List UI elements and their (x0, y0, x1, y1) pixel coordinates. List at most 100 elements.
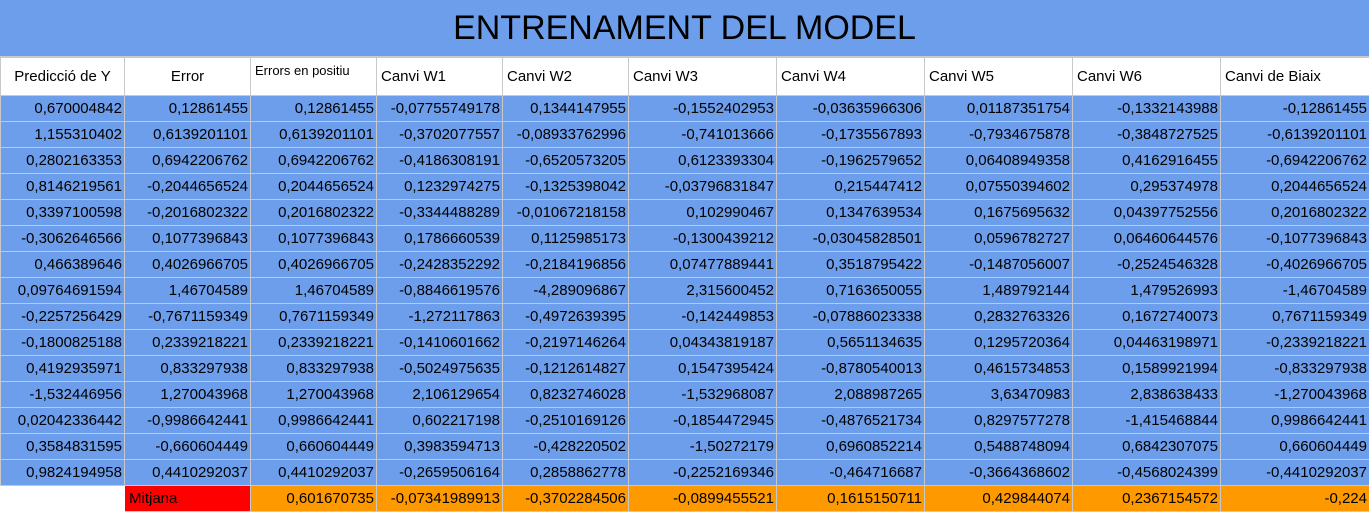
header-cell-prediccio[interactable]: Predicció de Y (0, 57, 125, 96)
cell-errors-positiu[interactable]: 0,6942206762 (250, 147, 377, 174)
cell-errors-positiu[interactable]: 0,6139201101 (250, 121, 377, 148)
cell-canvi-biaix[interactable]: 0,9986642441 (1220, 407, 1369, 434)
cell-canvi-w6[interactable]: 0,04463198971 (1072, 329, 1221, 356)
cell-canvi-w6[interactable]: 0,295374978 (1072, 173, 1221, 200)
cell-canvi-w5[interactable]: 0,1295720364 (924, 329, 1073, 356)
cell-canvi-w3[interactable]: 0,07477889441 (628, 251, 777, 278)
cell-errors-positiu[interactable]: 0,1077396843 (250, 225, 377, 252)
cell-errors-positiu[interactable]: 0,4410292037 (250, 459, 377, 486)
average-cell-canvi-w4[interactable]: 0,1615150711 (776, 485, 925, 512)
cell-canvi-w6[interactable]: -1,415468844 (1072, 407, 1221, 434)
cell-canvi-w2[interactable]: -4,289096867 (502, 277, 629, 304)
cell-canvi-w6[interactable]: -0,3848727525 (1072, 121, 1221, 148)
cell-canvi-w4[interactable]: 0,215447412 (776, 173, 925, 200)
cell-error[interactable]: 0,833297938 (124, 355, 251, 382)
cell-canvi-w4[interactable]: -0,03045828501 (776, 225, 925, 252)
cell-canvi-biaix[interactable]: -0,2339218221 (1220, 329, 1369, 356)
cell-canvi-w2[interactable]: -0,6520573205 (502, 147, 629, 174)
cell-canvi-w1[interactable]: -0,1410601662 (376, 329, 503, 356)
average-cell-canvi-w2[interactable]: -0,3702284506 (502, 485, 629, 512)
cell-canvi-w3[interactable]: 2,315600452 (628, 277, 777, 304)
cell-canvi-w4[interactable]: -0,03635966306 (776, 95, 925, 122)
cell-canvi-w5[interactable]: -0,7934675878 (924, 121, 1073, 148)
cell-canvi-w3[interactable]: -0,1552402953 (628, 95, 777, 122)
cell-canvi-w6[interactable]: 0,06460644576 (1072, 225, 1221, 252)
cell-canvi-w1[interactable]: 2,106129654 (376, 381, 503, 408)
cell-canvi-biaix[interactable]: -0,4026966705 (1220, 251, 1369, 278)
cell-error[interactable]: 0,12861455 (124, 95, 251, 122)
cell-errors-positiu[interactable]: 0,12861455 (250, 95, 377, 122)
cell-canvi-w1[interactable]: -1,272117863 (376, 303, 503, 330)
cell-canvi-w1[interactable]: -0,2659506164 (376, 459, 503, 486)
cell-errors-positiu[interactable]: 0,7671159349 (250, 303, 377, 330)
cell-canvi-w4[interactable]: 2,088987265 (776, 381, 925, 408)
cell-canvi-biaix[interactable]: -0,6139201101 (1220, 121, 1369, 148)
cell-prediccio[interactable]: 0,2802163353 (0, 147, 125, 174)
cell-canvi-w3[interactable]: 0,6123393304 (628, 147, 777, 174)
cell-prediccio[interactable]: 0,3584831595 (0, 433, 125, 460)
average-cell-canvi-w6[interactable]: 0,2367154572 (1072, 485, 1221, 512)
cell-errors-positiu[interactable]: 0,2016802322 (250, 199, 377, 226)
cell-canvi-w2[interactable]: 0,1125985173 (502, 225, 629, 252)
cell-error[interactable]: -0,660604449 (124, 433, 251, 460)
cell-canvi-biaix[interactable]: -1,270043968 (1220, 381, 1369, 408)
cell-canvi-biaix[interactable]: -0,833297938 (1220, 355, 1369, 382)
cell-canvi-w1[interactable]: -0,2428352292 (376, 251, 503, 278)
cell-canvi-w1[interactable]: -0,07755749178 (376, 95, 503, 122)
cell-canvi-biaix[interactable]: -0,6942206762 (1220, 147, 1369, 174)
cell-prediccio[interactable]: 1,155310402 (0, 121, 125, 148)
cell-canvi-w1[interactable]: -0,5024975635 (376, 355, 503, 382)
cell-prediccio[interactable]: -0,2257256429 (0, 303, 125, 330)
cell-canvi-w2[interactable]: 0,1344147955 (502, 95, 629, 122)
cell-canvi-biaix[interactable]: 0,7671159349 (1220, 303, 1369, 330)
cell-prediccio[interactable]: -0,3062646566 (0, 225, 125, 252)
cell-canvi-biaix[interactable]: -0,12861455 (1220, 95, 1369, 122)
cell-prediccio[interactable]: 0,3397100598 (0, 199, 125, 226)
cell-errors-positiu[interactable]: 0,2044656524 (250, 173, 377, 200)
cell-canvi-w1[interactable]: -0,3702077557 (376, 121, 503, 148)
cell-canvi-w1[interactable]: -0,3344488289 (376, 199, 503, 226)
cell-canvi-w4[interactable]: -0,8780540013 (776, 355, 925, 382)
cell-canvi-w6[interactable]: -0,4568024399 (1072, 459, 1221, 486)
cell-prediccio[interactable]: 0,670004842 (0, 95, 125, 122)
cell-canvi-w5[interactable]: 0,01187351754 (924, 95, 1073, 122)
header-cell-errors-positiu[interactable]: Errors en positiu (250, 57, 377, 96)
cell-error[interactable]: 0,4026966705 (124, 251, 251, 278)
cell-errors-positiu[interactable]: 0,660604449 (250, 433, 377, 460)
cell-canvi-w3[interactable]: -0,1300439212 (628, 225, 777, 252)
cell-canvi-w3[interactable]: 0,1547395424 (628, 355, 777, 382)
cell-prediccio[interactable]: 0,9824194958 (0, 459, 125, 486)
cell-canvi-w3[interactable]: -0,03796831847 (628, 173, 777, 200)
cell-canvi-biaix[interactable]: -0,1077396843 (1220, 225, 1369, 252)
cell-error[interactable]: 0,4410292037 (124, 459, 251, 486)
cell-canvi-biaix[interactable]: 0,2044656524 (1220, 173, 1369, 200)
cell-prediccio[interactable]: 0,09764691594 (0, 277, 125, 304)
cell-canvi-w3[interactable]: 0,04343819187 (628, 329, 777, 356)
cell-prediccio[interactable]: 0,4192935971 (0, 355, 125, 382)
cell-canvi-w2[interactable]: -0,08933762996 (502, 121, 629, 148)
cell-canvi-w5[interactable]: 0,1675695632 (924, 199, 1073, 226)
cell-error[interactable]: 0,6139201101 (124, 121, 251, 148)
cell-errors-positiu[interactable]: 0,9986642441 (250, 407, 377, 434)
cell-canvi-w4[interactable]: 0,5651134635 (776, 329, 925, 356)
cell-canvi-w1[interactable]: -0,4186308191 (376, 147, 503, 174)
cell-errors-positiu[interactable]: 0,833297938 (250, 355, 377, 382)
cell-canvi-w2[interactable]: 0,8232746028 (502, 381, 629, 408)
cell-canvi-biaix[interactable]: -1,46704589 (1220, 277, 1369, 304)
cell-prediccio[interactable]: 0,8146219561 (0, 173, 125, 200)
cell-canvi-w6[interactable]: -0,2524546328 (1072, 251, 1221, 278)
cell-canvi-w5[interactable]: 0,5488748094 (924, 433, 1073, 460)
cell-canvi-w5[interactable]: 0,06408949358 (924, 147, 1073, 174)
header-cell-canvi-biaix[interactable]: Canvi de Biaix (1220, 57, 1369, 96)
cell-canvi-biaix[interactable]: 0,660604449 (1220, 433, 1369, 460)
average-cell-canvi-w3[interactable]: -0,0899455521 (628, 485, 777, 512)
cell-error[interactable]: -0,2044656524 (124, 173, 251, 200)
cell-canvi-w1[interactable]: 0,3983594713 (376, 433, 503, 460)
cell-canvi-w1[interactable]: -0,8846619576 (376, 277, 503, 304)
cell-canvi-w4[interactable]: -0,1962579652 (776, 147, 925, 174)
average-cell-canvi-w1[interactable]: -0,07341989913 (376, 485, 503, 512)
cell-canvi-w3[interactable]: -0,142449853 (628, 303, 777, 330)
cell-canvi-w5[interactable]: -0,3664368602 (924, 459, 1073, 486)
cell-error[interactable]: -0,2016802322 (124, 199, 251, 226)
cell-canvi-w2[interactable]: -0,2510169126 (502, 407, 629, 434)
